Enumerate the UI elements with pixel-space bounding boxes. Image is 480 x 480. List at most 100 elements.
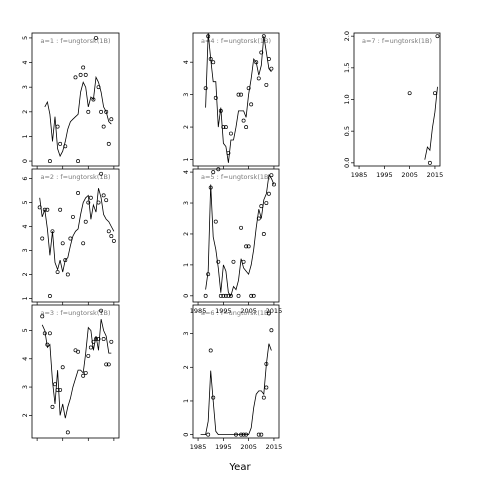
data-point bbox=[206, 272, 211, 277]
panel-4: a=2 : f=ungtorsk(1B) 1 2 3 4 5 6 bbox=[21, 168, 120, 305]
y-tick-label: 5 bbox=[21, 328, 29, 332]
data-point bbox=[269, 328, 274, 333]
y-tick-label: 1 bbox=[182, 399, 190, 403]
data-point bbox=[259, 204, 264, 209]
data-point bbox=[203, 293, 208, 298]
data-point bbox=[239, 225, 244, 230]
data-point bbox=[96, 85, 101, 90]
data-point bbox=[234, 432, 238, 437]
data-point bbox=[211, 60, 216, 65]
data-point bbox=[206, 34, 211, 39]
panel-6: a=3 : f=ungtorsk(1B) 2 3 4 5 bbox=[21, 304, 120, 441]
data-point bbox=[269, 66, 274, 71]
panel-strip-label: a=7 : f=ungtorsk(1B) bbox=[362, 37, 432, 45]
data-point bbox=[203, 86, 208, 91]
data-point bbox=[256, 216, 261, 221]
y-tick-label: 3 bbox=[21, 385, 29, 389]
x-tick-label: 2005 bbox=[401, 171, 418, 179]
y-tick-label: 4 bbox=[21, 60, 29, 64]
data-point bbox=[58, 387, 63, 392]
data-point bbox=[206, 432, 211, 437]
data-point bbox=[104, 109, 109, 114]
data-point bbox=[65, 272, 70, 277]
data-point bbox=[241, 259, 246, 264]
y-tick-label: 2 bbox=[21, 413, 29, 417]
fitted-line bbox=[205, 174, 275, 297]
y-tick-label: 4 bbox=[21, 357, 29, 361]
x-tick-label: 1995 bbox=[215, 443, 232, 451]
y-tick-label: 0.0 bbox=[343, 158, 351, 168]
y-tick-label: 3 bbox=[182, 93, 190, 97]
data-point bbox=[244, 244, 249, 249]
panel-strip-label: a=4 : f=ungtorsk(1B) bbox=[201, 37, 271, 45]
data-point bbox=[106, 229, 111, 234]
data-point bbox=[101, 193, 106, 198]
data-point bbox=[208, 57, 213, 61]
data-point bbox=[228, 131, 233, 136]
data-point bbox=[40, 314, 45, 319]
y-tick-label: 1 bbox=[182, 157, 190, 161]
data-point bbox=[239, 432, 244, 437]
data-point bbox=[86, 109, 91, 114]
data-point bbox=[109, 339, 114, 344]
data-point bbox=[246, 244, 251, 249]
panel-frame bbox=[192, 32, 280, 167]
fitted-line bbox=[424, 86, 438, 160]
data-point bbox=[106, 141, 111, 146]
y-tick-label: 2 bbox=[182, 365, 190, 369]
y-tick-label: 4 bbox=[182, 170, 190, 174]
fitted-line bbox=[44, 75, 112, 158]
y-tick-label: 5 bbox=[21, 36, 29, 40]
data-point bbox=[78, 72, 83, 77]
y-tick-label: 2 bbox=[182, 232, 190, 236]
panel-frame bbox=[192, 168, 280, 303]
x-tick-label: 1985 bbox=[190, 307, 207, 315]
data-point bbox=[73, 75, 78, 80]
data-point bbox=[109, 117, 114, 122]
data-point bbox=[432, 91, 437, 96]
panel-strip-label: a=3 : f=ungtorsk(1B) bbox=[40, 309, 110, 317]
y-tick-label: 1.5 bbox=[343, 63, 351, 73]
data-point bbox=[96, 337, 101, 341]
data-point bbox=[37, 205, 42, 210]
x-tick-label: 2015 bbox=[266, 443, 283, 451]
data-point bbox=[111, 238, 116, 243]
fitted-line bbox=[205, 32, 272, 163]
data-point bbox=[266, 191, 271, 196]
x-tick-label: 1995 bbox=[376, 171, 393, 179]
y-tick-label: 4 bbox=[182, 60, 190, 64]
x-tick-label: 2015 bbox=[266, 307, 283, 315]
y-tick-label: 1.0 bbox=[343, 94, 351, 104]
data-point bbox=[45, 342, 50, 347]
data-point bbox=[231, 259, 236, 264]
data-point bbox=[236, 293, 241, 298]
data-point bbox=[246, 86, 251, 91]
data-point bbox=[76, 349, 81, 354]
data-point bbox=[221, 293, 226, 298]
data-point bbox=[50, 404, 55, 409]
data-point bbox=[47, 294, 52, 298]
x-tick-label: 2005 bbox=[240, 307, 257, 315]
data-point bbox=[81, 373, 86, 378]
y-tick-label: 5 bbox=[21, 200, 29, 204]
data-point bbox=[68, 236, 73, 241]
data-point bbox=[256, 76, 261, 81]
panel-frame bbox=[353, 32, 441, 167]
data-point bbox=[211, 170, 216, 175]
data-point bbox=[407, 91, 412, 96]
panel-7: a=6 : f=ungtorsk(1B) 0 1 2 3 1985 1995 2005 2015 bbox=[182, 304, 283, 451]
panel-1: a=1 : f=ungtorsk(1B) 0 1 2 3 4 5 bbox=[21, 32, 120, 169]
data-point bbox=[259, 50, 264, 55]
data-point bbox=[55, 124, 60, 129]
data-point bbox=[83, 72, 88, 77]
data-point bbox=[63, 144, 68, 149]
fitted-line bbox=[39, 188, 115, 273]
data-point bbox=[264, 385, 269, 390]
data-point bbox=[55, 270, 60, 274]
data-point bbox=[81, 241, 86, 246]
data-point bbox=[47, 331, 52, 336]
data-point bbox=[109, 234, 114, 239]
data-point bbox=[101, 124, 106, 129]
data-point bbox=[226, 293, 231, 298]
